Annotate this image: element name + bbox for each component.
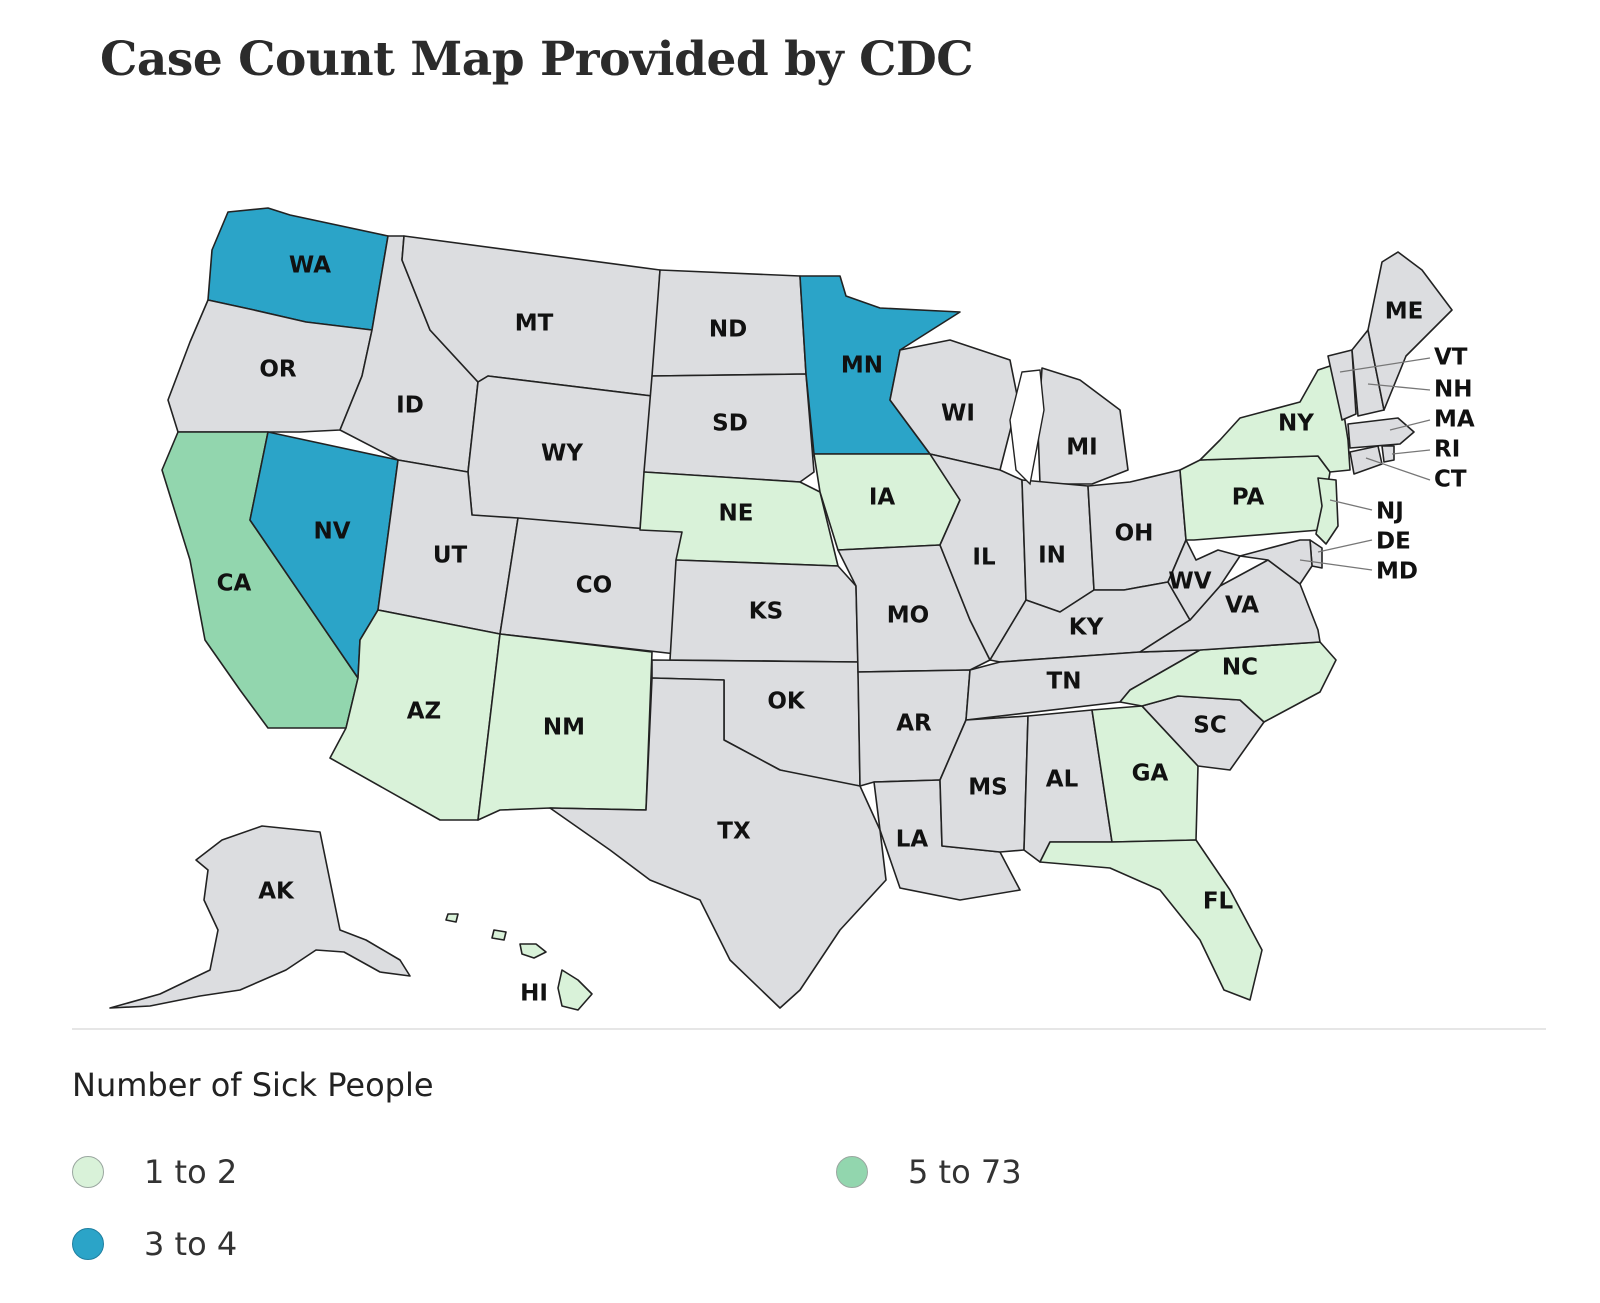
label-NJ: NJ bbox=[1376, 499, 1404, 525]
label-NH: NH bbox=[1434, 377, 1473, 403]
legend-item-low: 1 to 2 bbox=[72, 1153, 237, 1191]
label-DE: DE bbox=[1376, 529, 1411, 555]
label-KS: KS bbox=[749, 599, 783, 625]
leader-MD bbox=[1299, 559, 1373, 571]
label-NC: NC bbox=[1222, 655, 1258, 681]
state-TX[interactable] bbox=[549, 677, 887, 1009]
page-title: Case Count Map Provided by CDC bbox=[100, 32, 974, 87]
label-WV: WV bbox=[1168, 569, 1211, 595]
legend-divider bbox=[72, 1028, 1546, 1030]
label-OH: OH bbox=[1115, 521, 1154, 547]
legend-item-high: 5 to 73 bbox=[836, 1153, 1022, 1191]
state-MA[interactable] bbox=[1347, 417, 1415, 449]
label-MT: MT bbox=[515, 311, 554, 337]
legend-swatch-low bbox=[72, 1156, 104, 1188]
state-NJ[interactable] bbox=[1315, 477, 1339, 545]
label-AR: AR bbox=[896, 711, 932, 737]
leader-DE bbox=[1317, 539, 1373, 553]
legend-label-low: 1 to 2 bbox=[144, 1153, 238, 1191]
label-WA: WA bbox=[289, 253, 331, 279]
label-KY: KY bbox=[1069, 615, 1104, 641]
state-MD[interactable] bbox=[1239, 539, 1313, 585]
leader-NH bbox=[1367, 383, 1431, 391]
label-MD: MD bbox=[1376, 559, 1418, 585]
label-LA: LA bbox=[896, 827, 929, 853]
legend-swatch-mid bbox=[72, 1228, 104, 1260]
label-IA: IA bbox=[869, 485, 896, 511]
leader-VT bbox=[1339, 357, 1431, 373]
leader-MA bbox=[1389, 419, 1431, 431]
label-NY: NY bbox=[1278, 411, 1314, 437]
label-ID: ID bbox=[396, 393, 424, 419]
label-AL: AL bbox=[1046, 767, 1079, 793]
label-NE: NE bbox=[719, 501, 754, 527]
label-MI: MI bbox=[1066, 435, 1097, 461]
leader-CT bbox=[1365, 457, 1431, 481]
state-HI-island-2 bbox=[519, 943, 547, 959]
label-PA: PA bbox=[1232, 485, 1265, 511]
label-MO: MO bbox=[887, 603, 929, 629]
label-CT: CT bbox=[1434, 467, 1467, 493]
state-HI[interactable] bbox=[557, 969, 593, 1011]
state-VT[interactable] bbox=[1327, 349, 1357, 421]
label-AK: AK bbox=[258, 879, 295, 905]
label-VT: VT bbox=[1434, 345, 1468, 371]
label-TN: TN bbox=[1047, 669, 1082, 695]
label-AZ: AZ bbox=[407, 699, 441, 725]
label-MN: MN bbox=[841, 353, 883, 379]
label-MA: MA bbox=[1434, 407, 1475, 433]
state-AK[interactable] bbox=[109, 825, 411, 1009]
us-map: WA OR CA NV ID MT WY UT CO AZ NM ND SD N… bbox=[109, 207, 1475, 1011]
legend-swatch-high bbox=[836, 1156, 868, 1188]
state-FL[interactable] bbox=[1039, 839, 1263, 1001]
legend-title: Number of Sick People bbox=[72, 1066, 434, 1104]
state-GA[interactable] bbox=[1091, 705, 1199, 843]
legend-label-mid: 3 to 4 bbox=[144, 1225, 238, 1263]
state-NY[interactable] bbox=[1199, 363, 1351, 473]
state-ME[interactable] bbox=[1367, 251, 1453, 411]
label-WY: WY bbox=[541, 441, 583, 467]
label-ME: ME bbox=[1385, 299, 1424, 325]
label-IL: IL bbox=[972, 545, 996, 571]
state-WV[interactable] bbox=[1167, 539, 1241, 621]
state-NC[interactable] bbox=[1119, 641, 1337, 723]
label-SD: SD bbox=[712, 411, 748, 437]
hi-islands bbox=[445, 913, 593, 1011]
label-WI: WI bbox=[941, 401, 975, 427]
label-HI: HI bbox=[520, 981, 548, 1007]
label-OK: OK bbox=[767, 689, 806, 715]
state-MI[interactable] bbox=[1037, 367, 1129, 485]
label-IN: IN bbox=[1038, 543, 1066, 569]
label-SC: SC bbox=[1193, 713, 1226, 739]
label-ND: ND bbox=[709, 317, 747, 343]
state-CT[interactable] bbox=[1349, 445, 1383, 475]
state-HI-island-3 bbox=[491, 929, 507, 941]
label-VA: VA bbox=[1225, 593, 1259, 619]
label-RI: RI bbox=[1434, 437, 1460, 463]
us-map-svg: WA OR CA NV ID MT WY UT CO AZ NM ND SD N… bbox=[109, 207, 1475, 1011]
state-labels: WA OR CA NV ID MT WY UT CO AZ NM ND SD N… bbox=[217, 253, 1475, 1007]
label-TX: TX bbox=[717, 819, 751, 845]
label-GA: GA bbox=[1132, 761, 1169, 787]
state-SD[interactable] bbox=[643, 373, 815, 483]
state-WI[interactable] bbox=[889, 339, 1019, 471]
state-RI[interactable] bbox=[1381, 445, 1395, 463]
label-NM: NM bbox=[543, 715, 585, 741]
state-HI-island-4 bbox=[445, 913, 459, 923]
label-OR: OR bbox=[259, 357, 297, 383]
label-MS: MS bbox=[968, 775, 1007, 801]
label-NV: NV bbox=[313, 519, 350, 545]
lake-michigan bbox=[1009, 369, 1045, 486]
label-CA: CA bbox=[217, 571, 252, 597]
leader-RI bbox=[1391, 449, 1431, 455]
label-UT: UT bbox=[433, 543, 468, 569]
label-FL: FL bbox=[1203, 889, 1234, 915]
label-CO: CO bbox=[576, 573, 612, 599]
legend-item-mid: 3 to 4 bbox=[72, 1225, 237, 1263]
legend-label-high: 5 to 73 bbox=[908, 1153, 1022, 1191]
leader-NJ bbox=[1329, 499, 1373, 511]
leader-lines bbox=[1299, 357, 1431, 571]
